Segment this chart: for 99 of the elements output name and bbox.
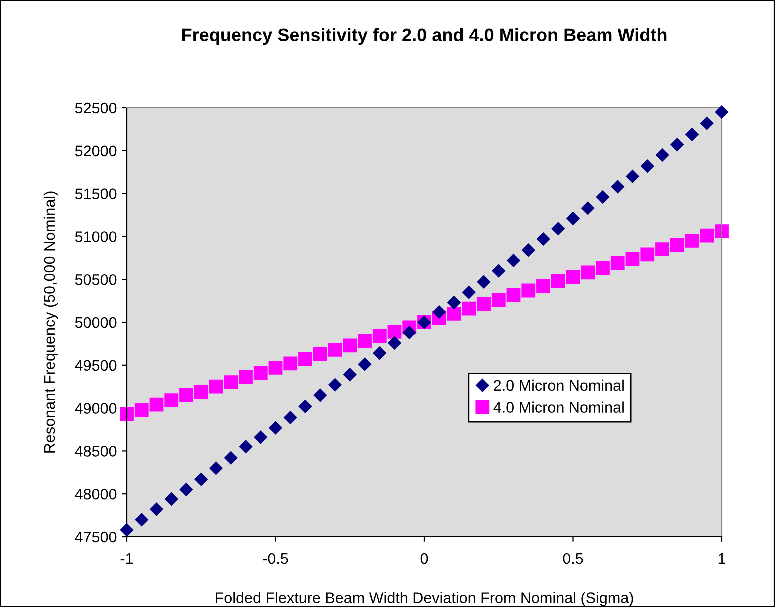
y-axis-title: Resonant Frequency (50,000 Nominal): [44, 192, 58, 453]
point: [507, 254, 520, 268]
point: [536, 232, 550, 246]
point: [522, 244, 536, 258]
point: [180, 483, 194, 496]
point: [448, 296, 461, 310]
point: [284, 356, 298, 371]
legend-label: 2.0 Micron Nominal: [494, 380, 624, 392]
point: [536, 280, 550, 294]
point: [640, 248, 655, 262]
y-tick-label: 50500: [75, 274, 117, 286]
point: [284, 411, 298, 424]
point: [372, 329, 387, 344]
point: [135, 513, 148, 526]
point: [626, 252, 640, 266]
point: [210, 462, 223, 475]
point: [268, 361, 283, 375]
point: [686, 128, 699, 142]
y-tick-label: 49500: [75, 360, 117, 372]
point: [269, 421, 282, 435]
point: [344, 368, 357, 382]
point: [462, 286, 476, 300]
point: [656, 242, 670, 257]
point: [715, 106, 729, 119]
point: [165, 492, 178, 506]
point: [314, 388, 327, 402]
point: [358, 358, 372, 372]
y-tick-label: 51000: [75, 232, 117, 242]
x-tick-label: -1: [120, 554, 134, 564]
y-tick-label: 48500: [75, 446, 117, 457]
point: [492, 264, 506, 278]
point: [254, 366, 268, 380]
point: [239, 440, 253, 454]
point: [150, 502, 164, 516]
point: [641, 160, 654, 173]
point: [670, 238, 684, 252]
point: [358, 334, 372, 348]
point: [596, 190, 610, 204]
point: [700, 116, 714, 130]
y-tick-label: 50000: [75, 317, 117, 328]
point: [224, 451, 238, 465]
y-tick-label: 49000: [75, 403, 117, 414]
point: [610, 256, 625, 270]
point: [388, 324, 402, 339]
y-tick-label: 52500: [75, 102, 117, 114]
point: [432, 306, 446, 319]
point: [626, 170, 640, 184]
point: [313, 347, 328, 362]
point: [477, 276, 491, 289]
point: [298, 400, 312, 414]
point: [239, 370, 253, 384]
point: [447, 306, 462, 321]
y-tick-label: 52000: [75, 146, 117, 157]
point: [715, 224, 729, 238]
point: [328, 378, 342, 392]
point: [700, 228, 714, 243]
y-tick-label: 51500: [75, 188, 117, 200]
point: [477, 298, 491, 312]
point: [611, 180, 624, 194]
point: [492, 293, 506, 308]
point: [120, 524, 134, 537]
y-tick-label: 48000: [75, 488, 117, 500]
x-tick-label: 1: [718, 554, 726, 564]
point: [254, 430, 268, 444]
x-tick-label: 0.5: [563, 553, 584, 564]
point: [670, 138, 684, 152]
x-tick-label: -0.5: [263, 553, 288, 564]
point: [180, 388, 194, 402]
point: [685, 234, 700, 248]
point: [194, 385, 208, 399]
legend-label: 4.0 Micron Nominal: [494, 402, 624, 413]
point: [298, 352, 312, 366]
point: [462, 302, 476, 316]
point: [343, 338, 358, 353]
chart-title: Frequency Sensitivity for 2.0 and 4.0 Micron Beam Width: [182, 28, 667, 46]
point: [328, 343, 342, 357]
point: [552, 222, 565, 236]
point: [582, 202, 595, 215]
point: [522, 284, 536, 298]
point: [551, 274, 566, 288]
point: [596, 262, 610, 276]
point: [164, 394, 179, 408]
point: [566, 270, 580, 284]
point: [388, 336, 402, 350]
x-axis-title: Folded Flexture Beam Width Deviation From Nominal (Sigma): [216, 592, 634, 606]
point: [134, 403, 149, 417]
point: [581, 266, 596, 280]
point: [566, 212, 580, 226]
y-tick-label: 47500: [75, 532, 117, 543]
point: [506, 288, 521, 302]
point: [656, 148, 670, 162]
point: [120, 407, 134, 422]
point: [373, 346, 386, 360]
point: [209, 380, 224, 394]
point: [224, 376, 238, 390]
point: [403, 326, 416, 340]
x-tick-label: 0: [420, 553, 428, 564]
point: [150, 398, 164, 412]
point: [194, 472, 208, 486]
